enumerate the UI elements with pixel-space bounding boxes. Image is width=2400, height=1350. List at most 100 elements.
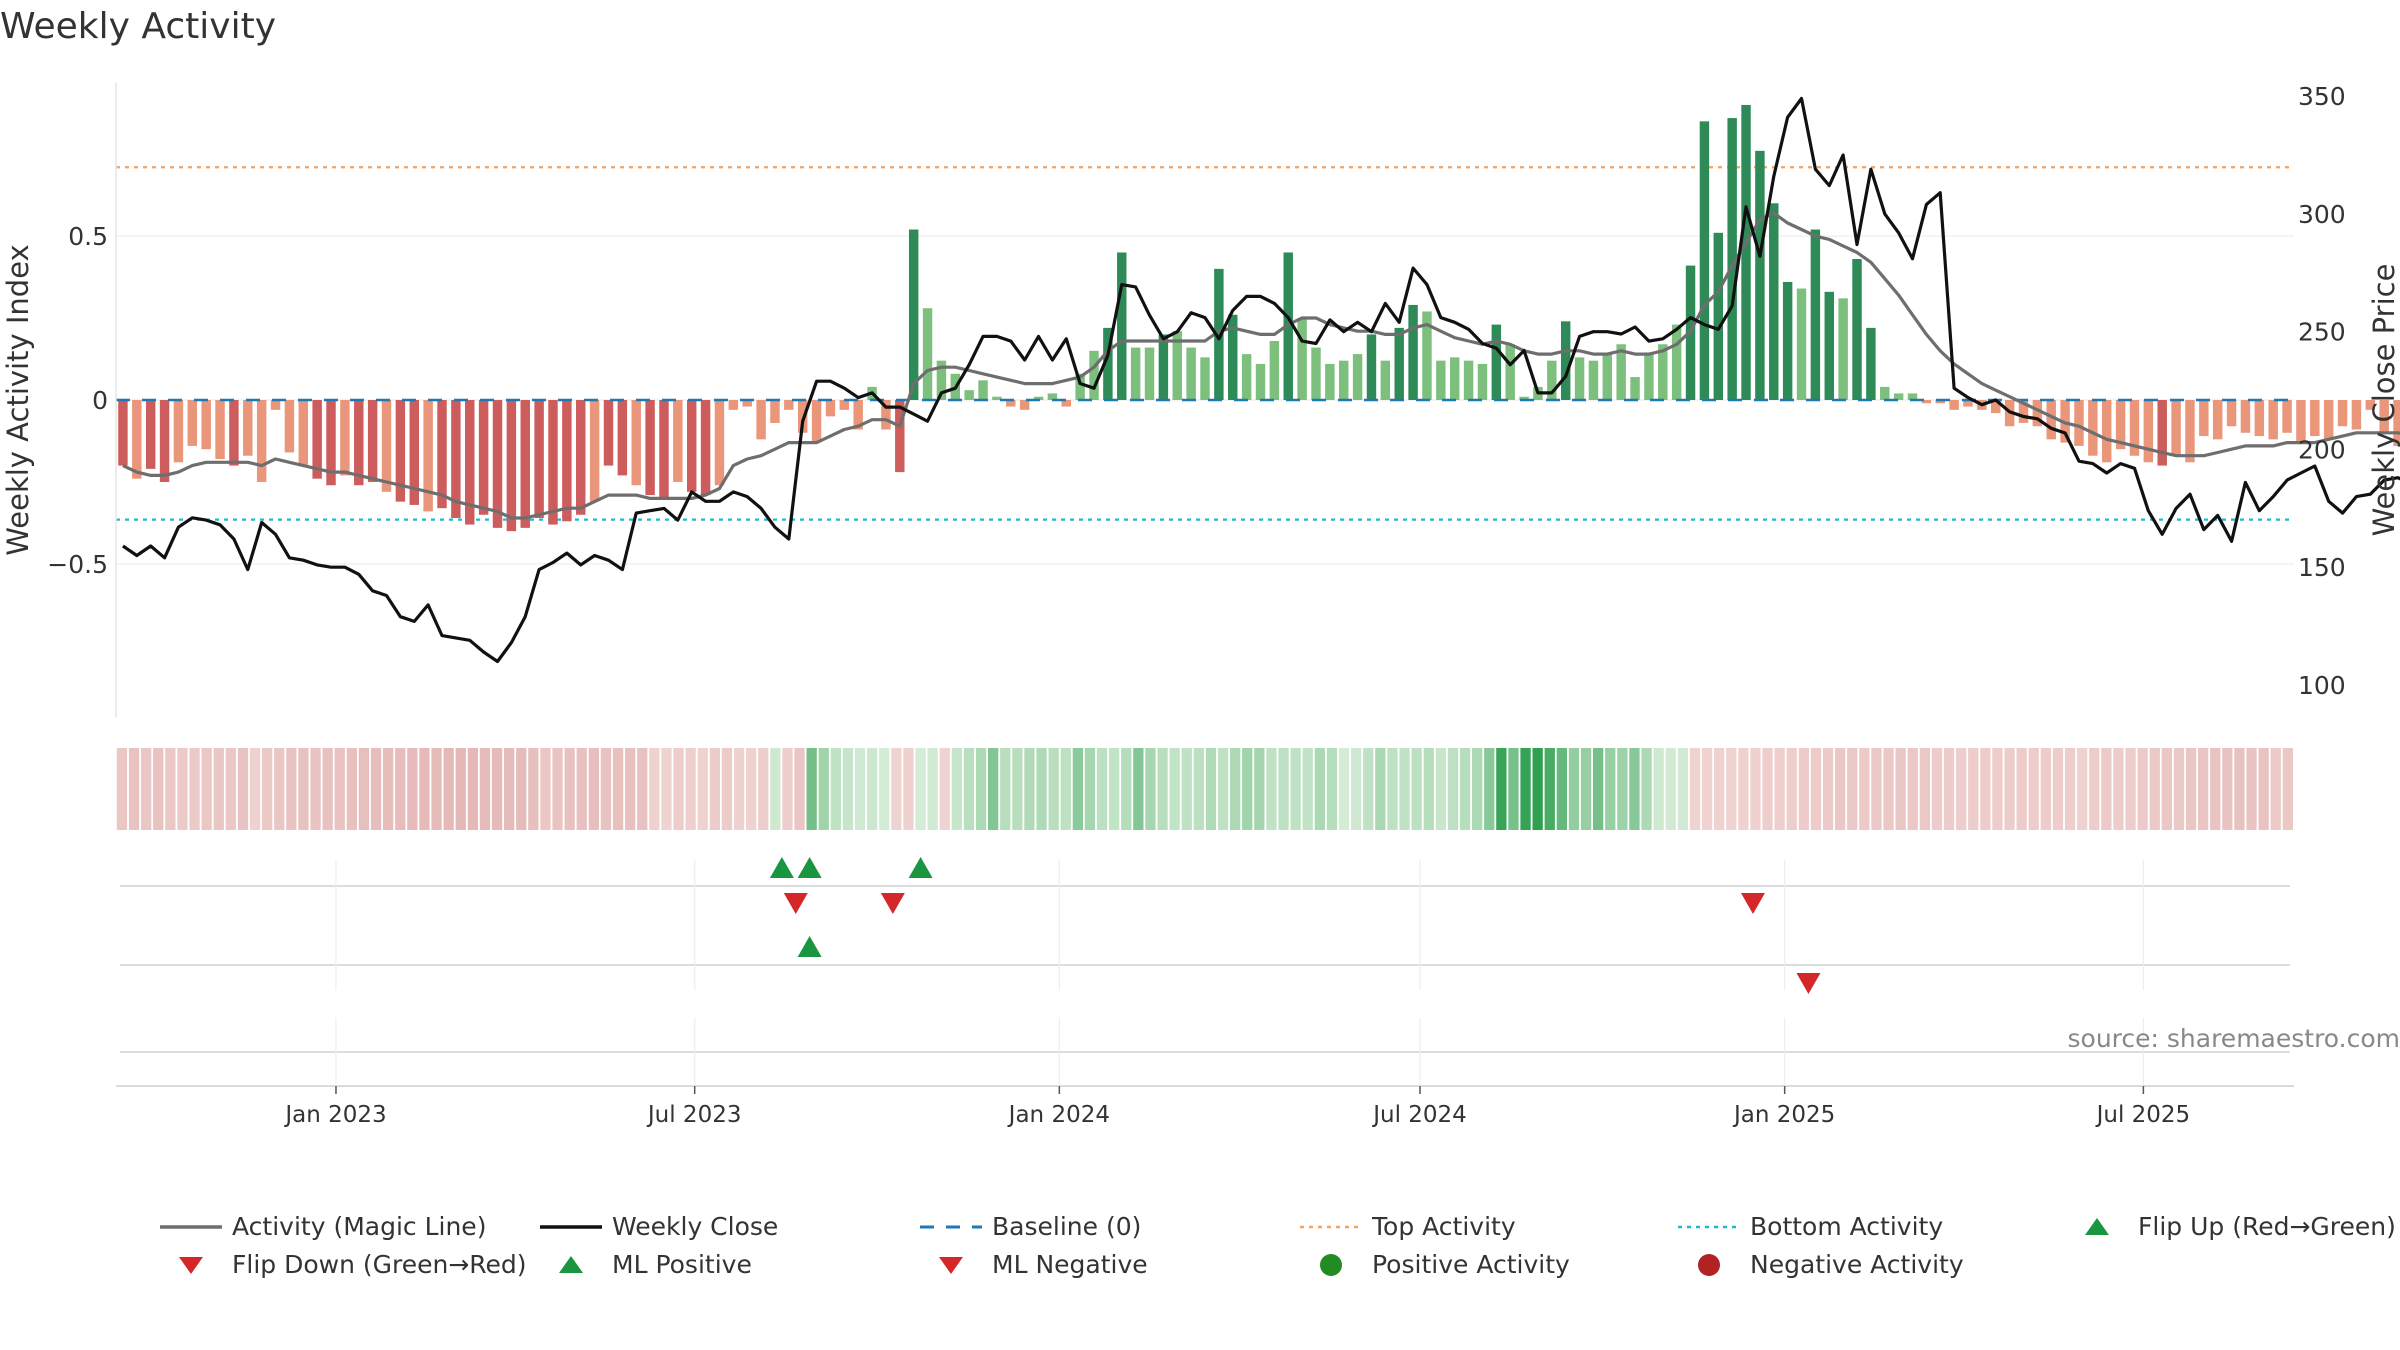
heat-strip-cell [782, 748, 793, 830]
heat-strip-cell [818, 748, 829, 830]
activity-bar [478, 400, 489, 515]
activity-bar [2254, 400, 2265, 437]
heat-strip-cell [709, 748, 720, 830]
heat-strip-cell [1629, 748, 1640, 830]
activity-bar [1241, 354, 1252, 400]
legend-label: Baseline (0) [992, 1212, 1142, 1241]
activity-bar [2310, 400, 2320, 437]
weekly-close-series [121, 96, 2400, 664]
heat-strip-cell [310, 748, 321, 830]
legend-item: Positive Activity [1300, 1250, 1570, 1279]
heat-strip-cell [443, 748, 454, 830]
activity-bar [2171, 400, 2181, 456]
right-tick-label: 350 [2298, 82, 2346, 111]
heat-strip-cell [1968, 748, 1979, 830]
activity-bar [1782, 281, 1793, 400]
legend-symbol-icon [160, 1215, 222, 1239]
heat-strip-cell [867, 748, 878, 830]
activity-bar [1921, 400, 1932, 404]
activity-bar [145, 400, 156, 469]
activity-bar [1477, 363, 1488, 400]
heat-strip-cell [1859, 748, 1870, 830]
activity-bar [978, 380, 988, 400]
heat-strip-cell [879, 748, 890, 830]
flip-down-marker [880, 893, 905, 914]
heat-strip-cell [1447, 748, 1459, 830]
heat-strip-cell [1012, 748, 1023, 830]
heat-strip-cell [2246, 748, 2257, 830]
activity-bar [922, 308, 933, 400]
activity-bar [326, 400, 336, 486]
heat-strip-cell [128, 748, 140, 830]
activity-bar [1089, 350, 1099, 400]
activity-bar [1880, 386, 1890, 400]
activity-bar [1436, 360, 1446, 400]
heat-strip-cell [1931, 748, 1943, 830]
left-axis-label: Weekly Activity Index [1, 244, 35, 555]
activity-bar [1796, 288, 1807, 400]
heat-strip-cell [1919, 748, 1930, 830]
heat-strip-cell [1774, 748, 1785, 830]
heat-strip-cell [794, 748, 805, 830]
heat-strip-cell [1496, 748, 1507, 830]
activity-bar [1228, 314, 1238, 400]
heat-strip-cell [1121, 748, 1132, 830]
legend-symbol-icon [1300, 1215, 1362, 1239]
left-tick-label: 0.5 [68, 222, 108, 251]
heat-strip-cell [1375, 748, 1386, 830]
activity-bar [1630, 377, 1640, 400]
heat-strip-cell [2004, 748, 2015, 830]
heat-strip-cell [564, 748, 575, 830]
activity-bar [576, 400, 586, 515]
activity-bar [1574, 357, 1585, 400]
heat-strip-cell [1895, 748, 1906, 830]
activity-bar [659, 400, 669, 499]
flip-up-marker [797, 857, 822, 878]
activity-bar [1949, 400, 1959, 410]
activity-bar [1991, 400, 2001, 414]
heat-strip-cell [1580, 748, 1592, 830]
heat-strip-cell [1605, 748, 1616, 830]
activity-bar [1449, 357, 1460, 400]
heat-strip-cell [721, 748, 733, 830]
heat-strip-cell [1653, 748, 1664, 830]
ml-negative-marker [1796, 973, 1821, 994]
heat-strip-cell [2198, 748, 2209, 830]
heat-strip-cell [2064, 748, 2076, 830]
heat-strip-cell [504, 748, 515, 830]
heat-strip-cell [298, 748, 309, 830]
heat-strip-cell [419, 748, 430, 830]
activity-bar [1852, 259, 1862, 400]
left-tick-label: 0 [92, 386, 108, 415]
heat-strip-cell [661, 748, 672, 830]
heat-strip-cell [842, 748, 854, 830]
activity-bar [2212, 400, 2223, 440]
activity-bar [700, 400, 711, 496]
activity-bar [1297, 318, 1307, 400]
activity-bar [1325, 363, 1335, 400]
heat-strip-cell [612, 748, 624, 830]
activity-bar [2379, 400, 2389, 433]
left-tick-label: −0.5 [47, 550, 108, 579]
heat-strip-cell [1181, 748, 1192, 830]
heat-strip-cell [1000, 748, 1011, 830]
activity-bar [340, 400, 350, 476]
heat-strip-cell [1714, 748, 1725, 830]
heat-strip-cell [576, 748, 587, 830]
heat-strip-cell [1217, 748, 1229, 830]
legend-label: ML Negative [992, 1250, 1148, 1279]
activity-bar [2393, 400, 2400, 446]
heat-strip-cell [1254, 748, 1265, 830]
activity-bar [132, 400, 142, 479]
heat-strip-cell [963, 748, 975, 830]
heat-strip-cell [116, 748, 128, 830]
activity-bar [1144, 347, 1155, 400]
activity-bar [1838, 298, 1848, 400]
heat-strip-cell [1593, 748, 1604, 830]
heat-strip-cell [516, 748, 527, 830]
activity-bar [534, 400, 544, 519]
activity-bar [1560, 321, 1571, 400]
heat-strip-cell [407, 748, 418, 830]
heat-strip-cell [1847, 748, 1858, 830]
heat-strip [116, 748, 2293, 830]
